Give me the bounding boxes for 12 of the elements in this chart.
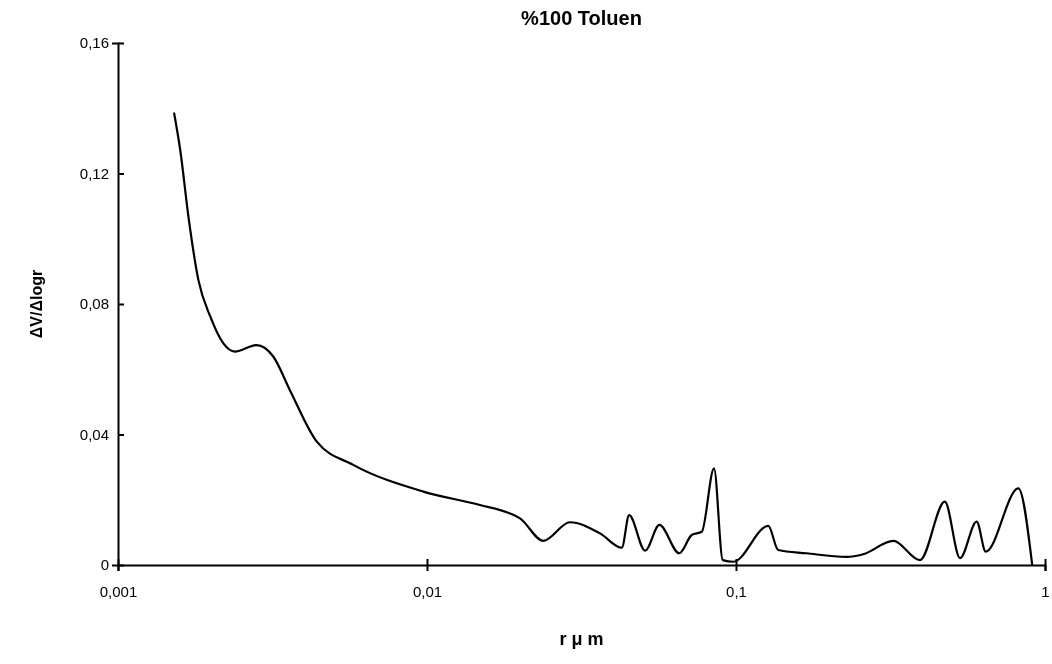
y-tick-label: 0 <box>100 556 109 574</box>
x-tick-label: 0,001 <box>99 582 138 600</box>
x-tick-label: 0,01 <box>412 582 443 600</box>
x-tick-label: 1 <box>1041 582 1050 600</box>
chart-title: %100 Toluen <box>521 7 642 29</box>
y-tick-label: 0,12 <box>79 164 109 182</box>
x-tick-label: 0,1 <box>726 582 747 600</box>
y-tick-label: 0,04 <box>79 425 109 443</box>
x-axis-title: r μ m <box>559 629 604 649</box>
y-tick-label: 0,16 <box>79 34 109 52</box>
y-tick-label: 0,08 <box>79 295 109 313</box>
y-axis-title: ΔV/Δlogr <box>28 269 45 339</box>
